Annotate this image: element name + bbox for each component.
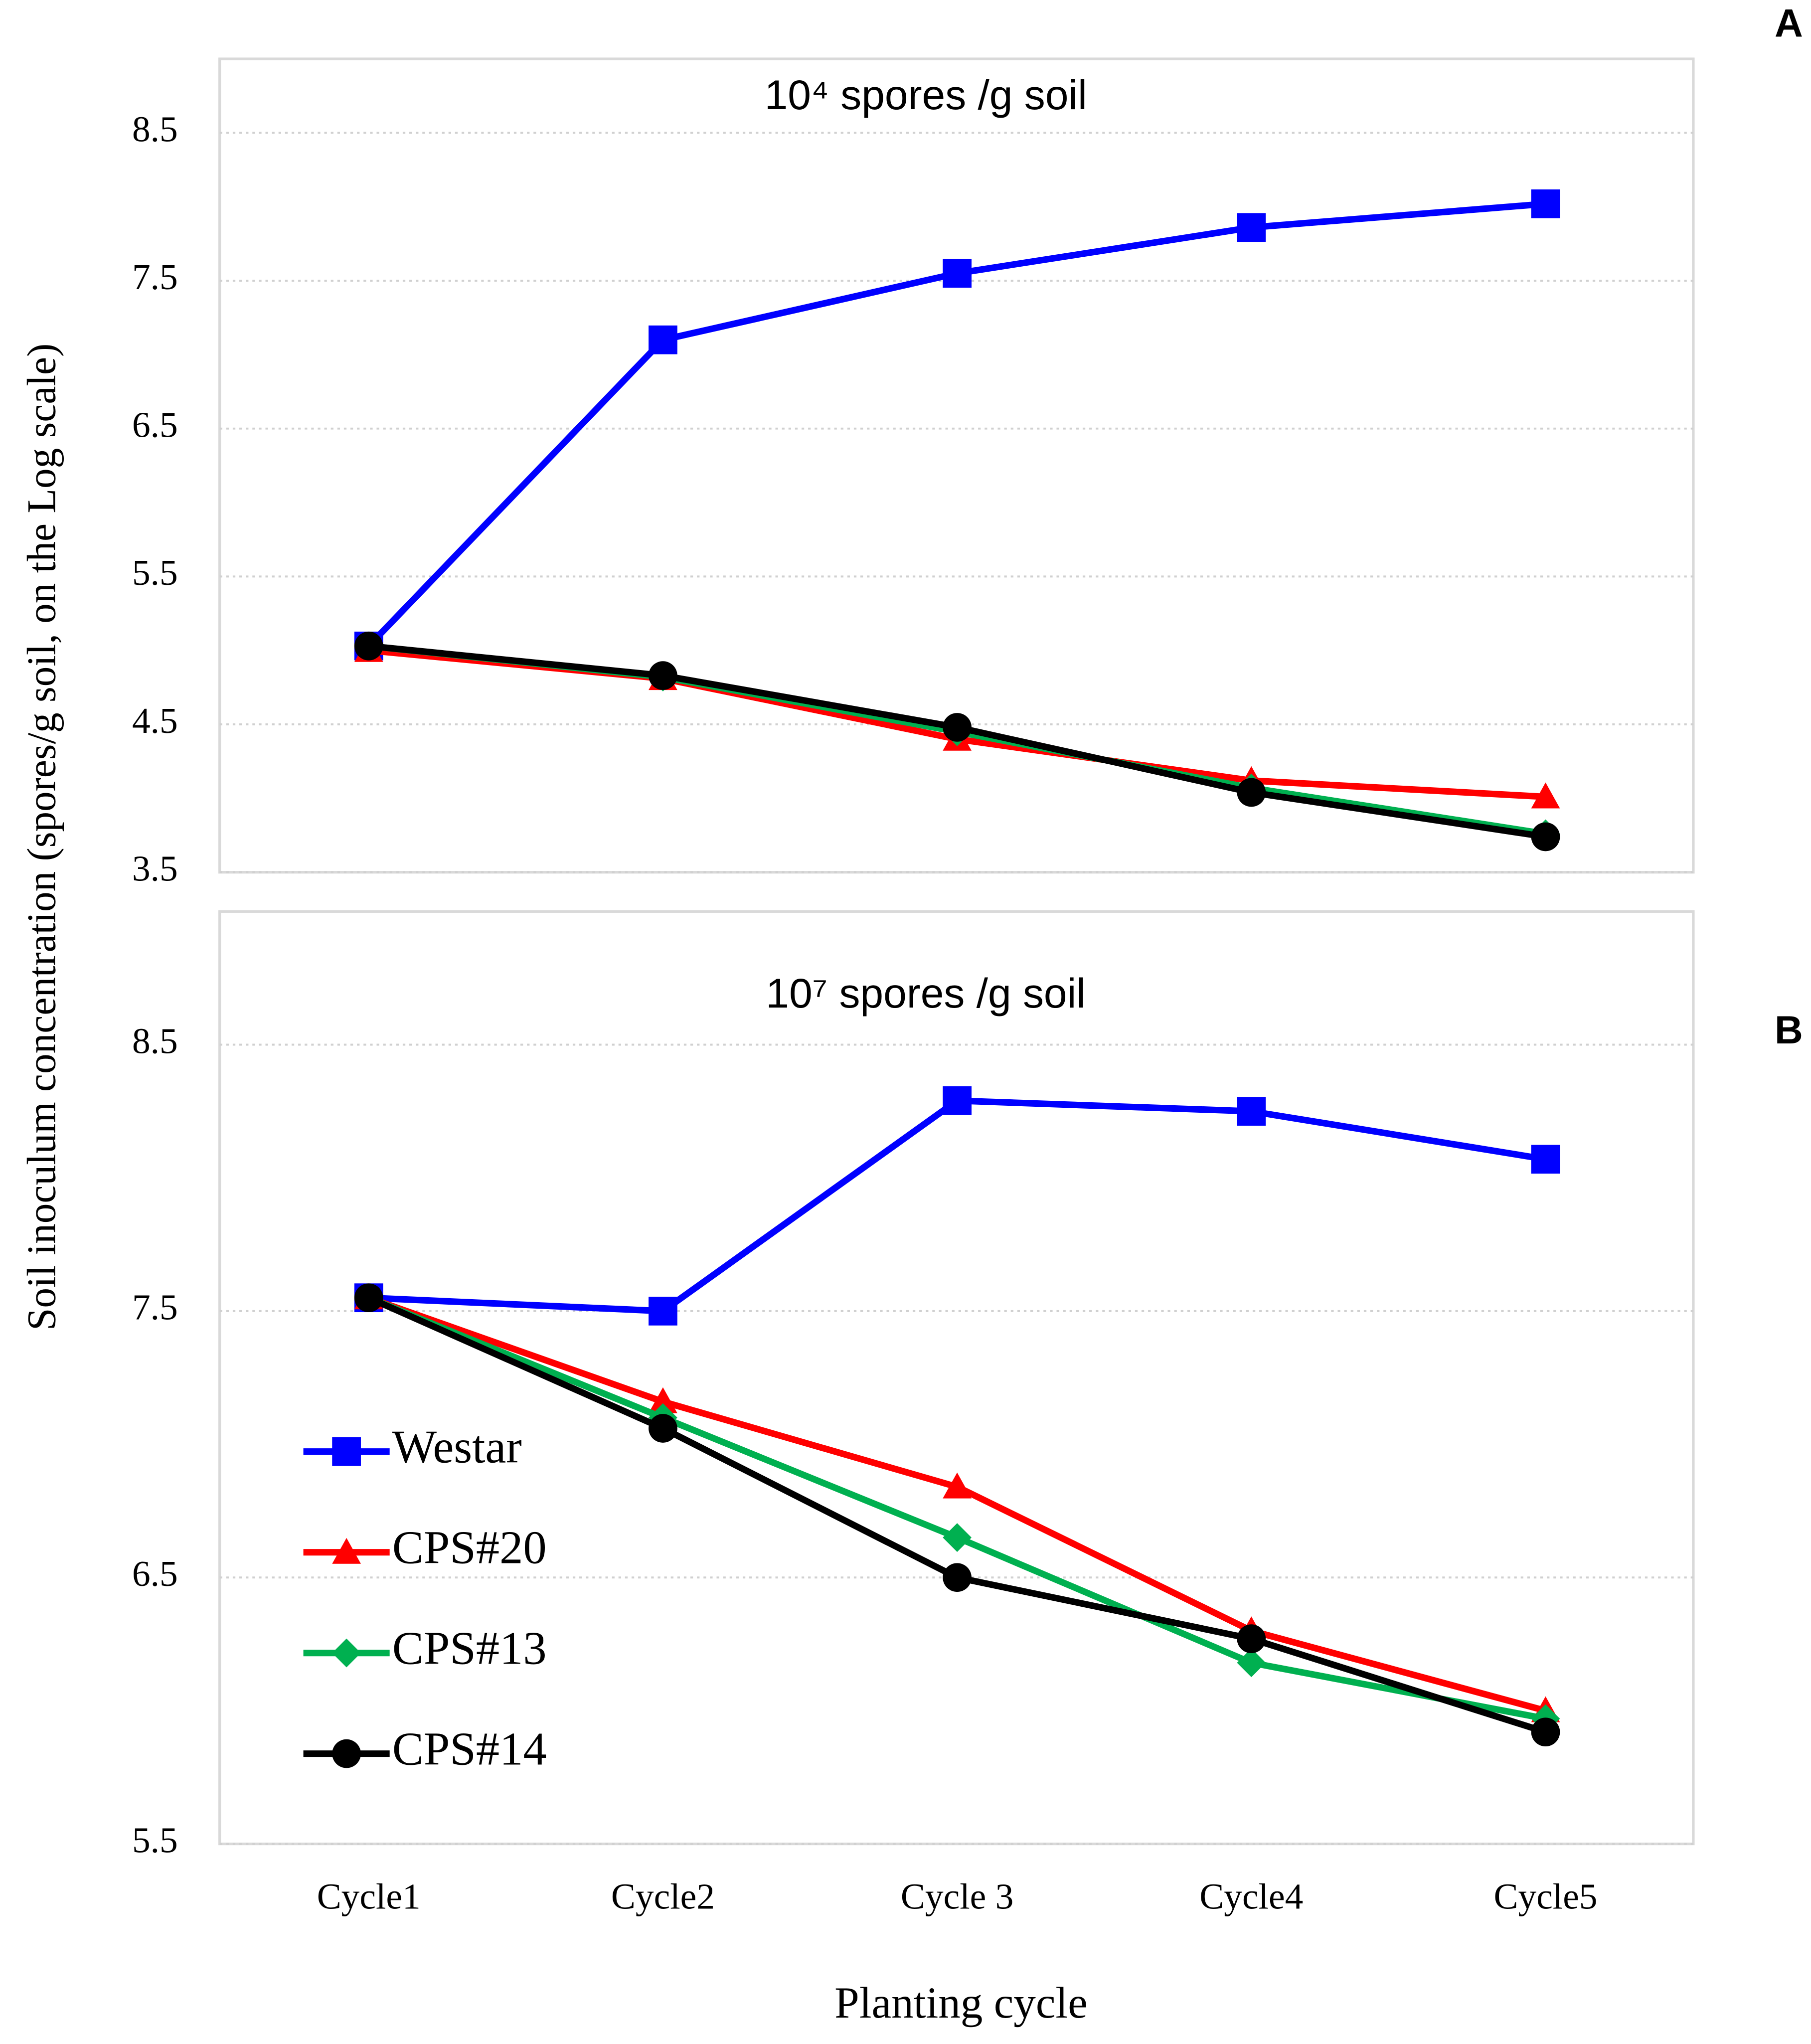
plot-area [218,57,1695,874]
legend-label: CPS#20 [392,1522,547,1573]
y-tick-label: 6.5 [132,1553,178,1594]
marker-diamond [943,1523,972,1552]
y-axis-label: Soil inoculum concentration (spores/g so… [19,343,64,1331]
legend-label: Westar [392,1421,522,1473]
marker-circle [649,661,677,690]
x-tick-label: Cycle4 [1199,1876,1303,1916]
marker-triangle [332,1537,361,1564]
marker-circle [354,1283,383,1313]
chart-title: 10⁷ spores /g soil [766,970,1085,1017]
marker-circle [943,1563,972,1592]
marker-diamond [332,1638,361,1668]
marker-circle [649,1414,677,1443]
panel-label: B [1775,1008,1803,1052]
x-tick-label: Cycle 3 [901,1876,1013,1916]
y-tick-label: 8.5 [132,109,178,149]
marker-circle [1237,778,1266,807]
marker-square [1237,1097,1266,1126]
marker-square [943,1086,972,1115]
y-tick-label: 3.5 [132,849,178,889]
marker-square [943,259,972,288]
marker-square [332,1437,361,1466]
chart-title: 10⁴ spores /g soil [765,71,1087,118]
marker-square [1237,213,1266,242]
marker-square [649,1297,677,1326]
y-tick-label: 8.5 [132,1021,178,1061]
x-tick-label: Cycle1 [317,1876,421,1916]
marker-triangle [649,1387,677,1413]
y-tick-label: 7.5 [132,1287,178,1328]
y-tick-label: 4.5 [132,700,178,741]
y-tick-label: 7.5 [132,257,178,297]
marker-triangle [943,1472,972,1499]
panel-label: A [1775,1,1803,45]
marker-circle [1531,822,1560,852]
x-axis-label: Planting cycle [834,1979,1088,2028]
marker-circle [943,713,972,742]
marker-square [649,325,677,354]
y-tick-label: 6.5 [132,405,178,445]
marker-triangle [1531,782,1560,809]
x-tick-label: Cycle5 [1494,1876,1598,1916]
legend-label: CPS#13 [392,1622,547,1674]
series-line [368,1097,1546,1315]
y-tick-label: 5.5 [132,1820,178,1860]
legend-label: CPS#14 [392,1723,547,1775]
marker-square [1531,1145,1560,1174]
marker-circle [1237,1624,1266,1654]
marker-circle [354,631,383,661]
marker-circle [332,1739,361,1768]
marker-circle [1531,1717,1560,1747]
plot-area [218,910,1695,1846]
y-tick-label: 5.5 [132,552,178,593]
x-tick-label: Cycle2 [611,1876,715,1916]
marker-square [1531,189,1560,218]
